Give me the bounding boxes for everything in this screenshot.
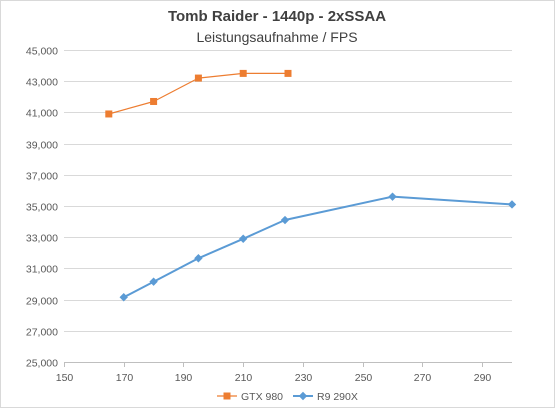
x-tick-label: 170	[116, 372, 134, 384]
y-tick-label: 33,000	[26, 233, 58, 245]
data-point	[105, 110, 113, 118]
y-tick-label: 41,000	[26, 108, 58, 120]
x-tick-label: 250	[355, 372, 373, 384]
series-1	[119, 192, 517, 302]
legend-marker	[223, 392, 231, 400]
data-point	[388, 192, 397, 201]
x-tick-label: 190	[175, 372, 193, 384]
x-tick-label: 150	[56, 372, 74, 384]
data-point	[239, 234, 248, 243]
y-tick-label: 39,000	[26, 140, 58, 152]
x-tick-label: 230	[295, 372, 313, 384]
legend: GTX 980 R9 290X	[217, 391, 358, 403]
data-point	[194, 74, 202, 82]
y-tick-label: 43,000	[26, 77, 58, 89]
axes: 25,000 27,000 29,000 31,000 33,000 35,000 37,0…	[26, 46, 512, 384]
y-tick-label: 27,000	[26, 327, 58, 339]
series-0	[105, 69, 292, 118]
y-tick-label: 25,000	[26, 358, 58, 370]
data-point	[150, 97, 158, 105]
y-tick-label: 45,000	[26, 46, 58, 58]
legend-label: GTX 980	[241, 391, 283, 403]
series-group	[105, 69, 517, 302]
data-point	[284, 69, 292, 77]
data-point	[239, 69, 247, 77]
y-tick-label: 37,000	[26, 171, 58, 183]
chart-title: Tomb Raider - 1440p - 2xSSAA	[168, 8, 386, 25]
data-point	[194, 254, 203, 263]
y-tick-label: 29,000	[26, 296, 58, 308]
data-point	[280, 215, 290, 225]
legend-label: R9 290X	[317, 391, 358, 403]
x-tick-label: 210	[235, 372, 253, 384]
data-point	[149, 277, 158, 286]
gridlines	[64, 50, 512, 363]
chart-subtitle: Leistungsaufnahme / FPS	[196, 29, 357, 45]
x-tick-label: 270	[414, 372, 432, 384]
legend-item: GTX 980	[217, 391, 283, 403]
x-tick-label: 290	[474, 372, 492, 384]
y-tick-label: 35,000	[26, 202, 58, 214]
y-tick-label: 31,000	[26, 264, 58, 276]
legend-item: R9 290X	[293, 391, 358, 403]
data-point	[507, 200, 517, 209]
legend-marker	[298, 391, 308, 401]
data-point	[119, 293, 128, 302]
